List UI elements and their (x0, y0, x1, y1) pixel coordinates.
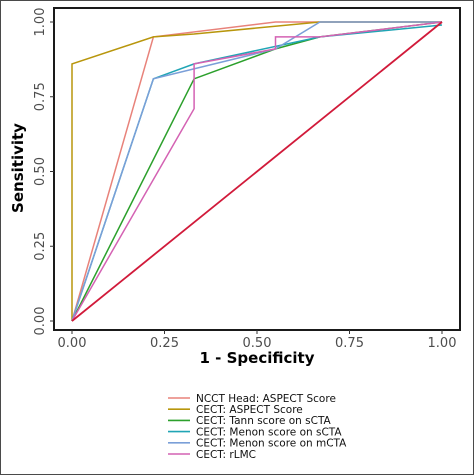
y-tick-label: 0.75 (33, 82, 48, 111)
y-tick-label: 0.00 (33, 307, 48, 336)
legend-label: NCCT Head: ASPECT Score (196, 393, 336, 405)
x-tick-label: 0.75 (335, 336, 364, 351)
x-tick-label: 0.25 (150, 336, 179, 351)
legend-label: CECT: Tann score on sCTA (196, 415, 332, 427)
x-tick-label: 0.50 (243, 336, 272, 351)
x-tick-label: 1.00 (428, 336, 457, 351)
legend-label: CECT: Menon score on mCTA (196, 438, 347, 450)
y-tick-label: 0.50 (33, 157, 48, 186)
legend-label: CECT: Menon score on sCTA (196, 426, 342, 438)
series-line-6 (71, 21, 443, 322)
x-tick-label: 0.00 (58, 336, 87, 351)
series-line-4 (71, 21, 442, 322)
legend-label: CECT: ASPECT Score (196, 404, 303, 416)
y-axis-title: Sensitivity (9, 123, 27, 213)
series-layer (71, 21, 443, 322)
y-tick-label: 0.25 (33, 232, 48, 261)
x-axis-title: 1 - Specificity (200, 349, 315, 367)
series-line-5 (71, 21, 443, 322)
y-tick-label: 1.00 (33, 8, 48, 37)
legend-label: CECT: rLMC (196, 449, 256, 461)
ticks-layer: 0.00 0.25 0.50 0.75 1.00 0.00 0.25 0.50 0.75 1.00 (33, 8, 456, 351)
